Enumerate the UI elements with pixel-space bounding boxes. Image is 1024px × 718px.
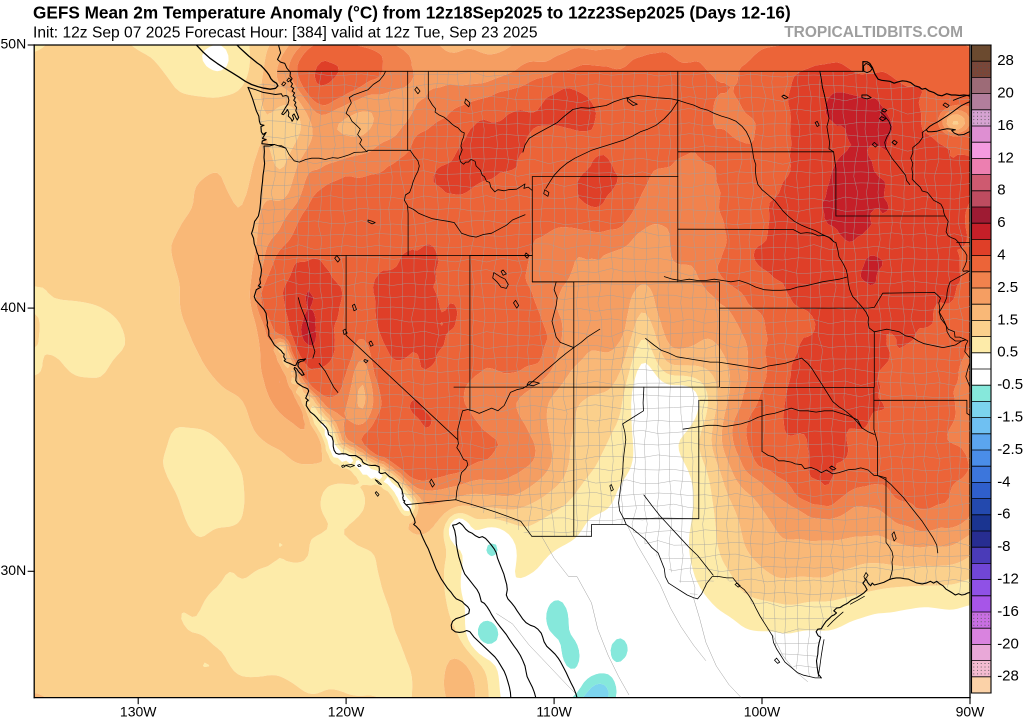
svg-text:6: 6 [997, 214, 1005, 231]
svg-text:-0.5: -0.5 [997, 376, 1023, 393]
svg-text:20: 20 [997, 85, 1014, 102]
svg-text:-16: -16 [997, 603, 1019, 620]
svg-text:-1.5: -1.5 [997, 409, 1023, 426]
svg-text:GEFS Mean 2m Temperature Anoma: GEFS Mean 2m Temperature Anomaly (°C) fr… [33, 2, 791, 22]
svg-text:2.5: 2.5 [997, 279, 1018, 296]
svg-text:TROPICALTIDBITS.COM: TROPICALTIDBITS.COM [784, 24, 963, 41]
svg-text:-20: -20 [997, 635, 1019, 652]
svg-text:90W: 90W [956, 704, 986, 718]
svg-text:-28: -28 [997, 668, 1019, 685]
svg-text:110W: 110W [536, 704, 572, 718]
svg-text:130W: 130W [120, 704, 157, 718]
svg-text:12: 12 [997, 149, 1014, 166]
svg-text:-4: -4 [997, 473, 1010, 490]
svg-text:30N: 30N [1, 562, 27, 578]
svg-text:100W: 100W [744, 704, 781, 718]
svg-text:-2.5: -2.5 [997, 441, 1023, 458]
svg-text:50N: 50N [1, 36, 27, 52]
svg-text:16: 16 [997, 117, 1014, 134]
svg-text:120W: 120W [328, 704, 365, 718]
svg-text:40N: 40N [1, 299, 27, 315]
svg-text:1.5: 1.5 [997, 311, 1018, 328]
svg-text:28: 28 [997, 52, 1014, 69]
svg-text:4: 4 [997, 247, 1005, 264]
svg-text:Init: 12z Sep 07 2025 Foreca: Init: 12z Sep 07 2025 Forecast Hour: [38… [33, 25, 538, 42]
svg-text:0.5: 0.5 [997, 344, 1018, 361]
svg-text:-6: -6 [997, 506, 1010, 523]
svg-text:-12: -12 [997, 571, 1019, 588]
svg-text:-8: -8 [997, 538, 1010, 555]
svg-text:8: 8 [997, 182, 1005, 199]
